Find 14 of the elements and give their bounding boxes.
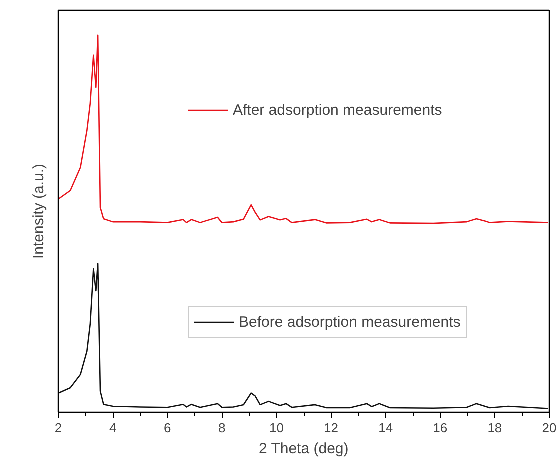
x-tick-label: 18 <box>488 420 502 436</box>
x-tick-label: 16 <box>433 420 448 436</box>
y-axis-title: Intensity (a.u.) <box>30 164 48 260</box>
x-tick-label: 20 <box>542 420 557 436</box>
x-axis-title: 2 Theta (deg) <box>258 440 349 458</box>
x-tick-label: 6 <box>164 420 172 436</box>
x-tick-label: 8 <box>218 420 226 436</box>
x-tick-label: 4 <box>109 420 117 436</box>
legend-label: Before adsorption measurements <box>239 314 461 330</box>
x-tick-label: 2 <box>54 420 62 436</box>
x-tick-label: 12 <box>324 420 339 436</box>
legend-label: After adsorption measurements <box>233 102 442 118</box>
x-tick-label: 10 <box>269 420 284 436</box>
x-tick-label: 14 <box>378 420 394 436</box>
